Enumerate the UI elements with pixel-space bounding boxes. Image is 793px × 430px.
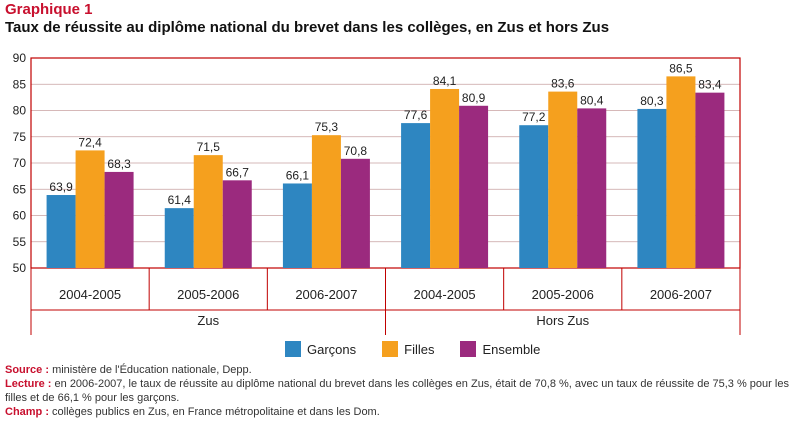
data-label-garcons: 66,1 (286, 168, 310, 182)
y-tick-label: 75 (13, 130, 27, 144)
chart-title: Taux de réussite au diplôme national du … (5, 19, 610, 36)
data-label-ensemble: 70,8 (344, 144, 368, 158)
bar-ensemble (459, 105, 489, 269)
note-source: Source : ministère de l'Éducation nation… (5, 363, 791, 377)
data-label-ensemble: 80,9 (462, 91, 486, 105)
note-champ: Champ : collèges publics en Zus, en Fran… (5, 405, 791, 419)
data-label-ensemble: 68,3 (107, 157, 131, 171)
bar-filles (430, 88, 460, 268)
bar-filles (311, 135, 341, 268)
y-tick-label: 50 (13, 261, 27, 275)
x-tick-label: 2004-2005 (413, 287, 475, 302)
data-label-garcons: 80,3 (640, 94, 664, 108)
note-lecture: Lecture : en 2006-2007, le taux de réuss… (5, 377, 791, 405)
data-label-filles: 86,5 (669, 61, 693, 75)
data-label-filles: 83,6 (551, 77, 575, 91)
data-label-filles: 75,3 (315, 120, 339, 134)
y-tick-label: 55 (13, 235, 27, 249)
chart-kicker: Graphique 1 (5, 1, 93, 18)
data-label-ensemble: 80,4 (580, 93, 604, 107)
note-lecture-label: Lecture : (5, 378, 52, 390)
legend-label-filles: Filles (404, 341, 435, 357)
legend-swatch-ensemble (460, 341, 477, 357)
bar-garcons (164, 208, 194, 268)
bar-chart: 50 55 60 65 70 75 80 85 90 63,9 72,4 68,3 2004-2005 6… (13, 51, 741, 335)
data-label-filles: 84,1 (433, 74, 457, 88)
x-tick-label: 2004-2005 (59, 287, 121, 302)
chart-legend: Garçons Filles Ensemble (285, 339, 566, 359)
data-label-ensemble: 83,4 (698, 78, 722, 92)
legend-label-ensemble: Ensemble (482, 341, 541, 357)
chart-notes: Source : ministère de l'Éducation nation… (5, 363, 791, 419)
group-label: Hors Zus (536, 313, 589, 328)
legend-item-garcons: Garçons (285, 341, 356, 357)
note-champ-label: Champ : (5, 406, 49, 418)
data-label-filles: 72,4 (78, 135, 102, 149)
bar-garcons (282, 183, 312, 268)
group-label: Zus (197, 313, 219, 328)
bar-filles (193, 155, 223, 268)
bar-ensemble (222, 180, 252, 268)
x-tick-label: 2006-2007 (295, 287, 357, 302)
bar-garcons (46, 195, 76, 268)
y-tick-label: 65 (13, 182, 27, 196)
bar-garcons (637, 108, 667, 268)
bar-garcons (519, 125, 549, 268)
y-tick-label: 80 (13, 104, 27, 118)
x-tick-label: 2006-2007 (650, 287, 712, 302)
legend-label-garcons: Garçons (307, 341, 357, 357)
bar-ensemble (577, 108, 607, 269)
x-tick-label: 2005-2006 (177, 287, 239, 302)
legend-swatch-garcons (285, 341, 301, 357)
data-label-garcons: 77,6 (404, 108, 428, 122)
y-tick-label: 60 (13, 209, 27, 223)
data-label-garcons: 77,2 (522, 110, 546, 124)
legend-swatch-filles (382, 341, 399, 357)
bar-ensemble (340, 158, 370, 268)
y-tick-label: 70 (13, 156, 27, 170)
note-source-text: ministère de l'Éducation nationale, Depp… (49, 364, 252, 376)
data-label-garcons: 61,4 (168, 193, 192, 207)
legend-item-filles: Filles (382, 341, 434, 357)
note-champ-text: collèges publics en Zus, en France métro… (49, 406, 380, 418)
data-label-ensemble: 66,7 (226, 165, 250, 179)
x-tick-label: 2005-2006 (532, 287, 594, 302)
bar-ensemble (104, 171, 134, 268)
bar-filles (666, 76, 696, 268)
bar-garcons (401, 123, 431, 268)
bar-filles (548, 91, 578, 268)
note-source-label: Source : (5, 364, 50, 376)
bar-ensemble (695, 92, 725, 269)
y-tick-label: 90 (13, 51, 27, 65)
data-label-garcons: 63,9 (49, 180, 73, 194)
note-lecture-text: en 2006-2007, le taux de réussite au dip… (5, 378, 789, 404)
bar-filles (75, 150, 105, 268)
legend-item-ensemble: Ensemble (460, 341, 540, 357)
y-tick-label: 85 (13, 77, 27, 91)
data-label-filles: 71,5 (197, 140, 221, 154)
